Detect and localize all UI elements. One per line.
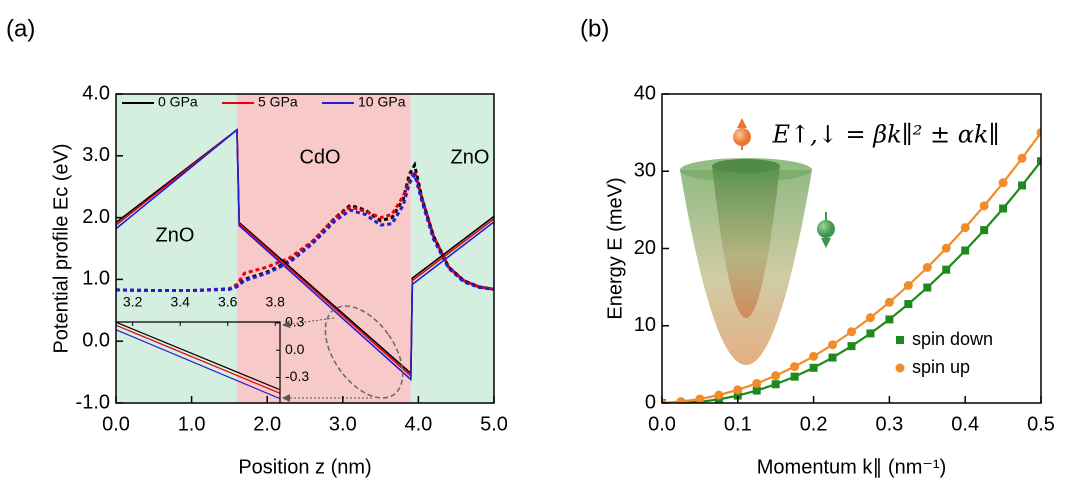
legend-marker: [896, 336, 904, 344]
y-tick-label: 2.0: [82, 206, 110, 228]
region-label: CdO: [299, 146, 340, 168]
y-tick-label: 10: [634, 314, 656, 336]
data-point: [980, 201, 989, 210]
x-tick-label: 2.0: [253, 413, 281, 435]
data-point: [961, 223, 970, 232]
y-tick-label: 40: [634, 82, 656, 104]
figure: ZnO CdO ZnO 0 GPa 5 GPa 10 GPa 3.2 3.4 3.6 3.8 0.3…: [0, 0, 1067, 498]
inset-y-tick-label: 0.3: [285, 314, 305, 330]
x-tick-label: 0.5: [1027, 413, 1055, 435]
data-point: [695, 394, 704, 403]
y-tick-label: 1.0: [82, 268, 110, 290]
data-point: [828, 340, 837, 349]
legend-label: spin up: [912, 357, 970, 377]
data-point: [791, 373, 799, 381]
data-point: [733, 385, 742, 394]
panel-a: ZnO CdO ZnO 0 GPa 5 GPa 10 GPa 3.2 3.4 3.6 3.8 0.3…: [0, 15, 560, 478]
x-axis-label: Position z (nm): [238, 456, 371, 478]
legend-label: 0 GPa: [158, 94, 198, 110]
data-point: [809, 352, 818, 361]
data-point: [942, 266, 950, 274]
x-tick-label: 1.0: [178, 413, 206, 435]
panel-label: (b): [580, 15, 609, 42]
x-tick-label: 0.2: [800, 413, 828, 435]
data-point: [923, 263, 932, 272]
legend-label: spin down: [912, 329, 993, 349]
data-point: [1018, 181, 1026, 189]
y-tick-label: 0.0: [82, 329, 110, 351]
inset-y-tick-label: -0.3: [285, 368, 309, 384]
inset-x-tick-label: 3.8: [266, 294, 286, 310]
x-tick-label: 0.1: [724, 413, 752, 435]
inset-x-tick-label: 3.4: [170, 294, 190, 310]
paraboloid-illustration: [680, 118, 835, 365]
region-label: ZnO: [451, 146, 490, 168]
x-tick-label: 4.0: [404, 413, 432, 435]
data-point: [999, 204, 1007, 212]
y-tick-label: 4.0: [82, 82, 110, 104]
data-point: [810, 364, 818, 372]
x-tick-label: 0.4: [951, 413, 979, 435]
panel-b: spin down spin up E↑,↓ = βk∥² ± αk∥ 0.0 0.1 0…: [580, 15, 1055, 478]
panel-label: (a): [6, 15, 35, 42]
data-point: [866, 313, 875, 322]
data-point: [790, 362, 799, 371]
y-axis-label: Potential profile Ec (eV): [50, 143, 72, 353]
x-tick-label: 0.0: [102, 413, 130, 435]
data-point: [848, 342, 856, 350]
y-tick-label: 30: [634, 160, 656, 182]
data-point: [904, 300, 912, 308]
x-axis-label: Momentum k∥ (nm⁻¹): [757, 456, 946, 478]
y-tick-label: -1.0: [76, 391, 110, 413]
data-point: [999, 178, 1008, 187]
legend-marker: [896, 364, 905, 373]
data-point: [771, 371, 780, 380]
y-axis-label: Energy E (meV): [604, 177, 626, 319]
y-tick-label: 3.0: [82, 144, 110, 166]
data-point: [847, 327, 856, 336]
x-tick-label: 5.0: [480, 413, 508, 435]
y-tick-label: 20: [634, 237, 656, 259]
region-shade: [116, 94, 237, 403]
x-tick-label: 0.3: [875, 413, 903, 435]
inset-x-tick-label: 3.6: [218, 294, 238, 310]
data-point: [923, 284, 931, 292]
data-point: [904, 281, 913, 290]
data-point: [885, 315, 893, 323]
x-tick-label: 3.0: [329, 413, 357, 435]
data-point: [961, 247, 969, 255]
data-point: [942, 244, 951, 253]
inset-x-tick-label: 3.2: [123, 294, 143, 310]
data-point: [829, 354, 837, 362]
data-point: [1018, 154, 1027, 163]
x-tick-label: 0.0: [648, 413, 676, 435]
equation: E↑,↓ = βk∥² ± αk∥: [771, 121, 999, 149]
y-tick-label: 0: [645, 391, 656, 413]
legend-label: 10 GPa: [358, 94, 406, 110]
data-point: [885, 298, 894, 307]
data-point: [676, 397, 685, 406]
data-point: [752, 379, 761, 388]
data-point: [866, 329, 874, 337]
data-point: [980, 226, 988, 234]
data-point: [772, 380, 780, 388]
legend-label: 5 GPa: [258, 94, 298, 110]
inset-y-tick-label: 0.0: [285, 341, 305, 357]
region-label: ZnO: [156, 224, 195, 246]
data-point: [714, 391, 723, 400]
